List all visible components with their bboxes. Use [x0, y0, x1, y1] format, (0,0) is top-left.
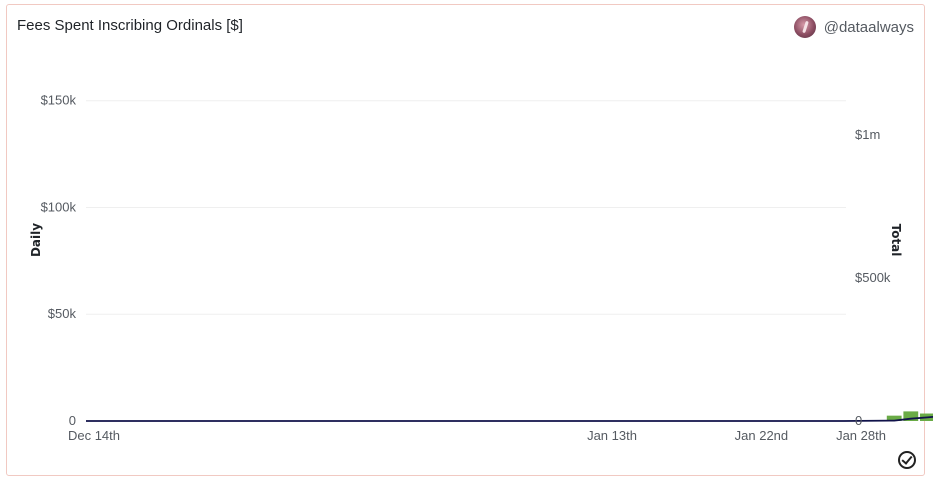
total-series-line — [86, 415, 933, 422]
y-axis-left: 0 $50k $100k $150k — [41, 93, 77, 428]
x-tick-label: Jan 22nd — [735, 428, 789, 443]
y-axis-left-title: Daily — [29, 223, 43, 257]
daily-bar — [903, 411, 919, 421]
chart-title: Fees Spent Inscribing Ordinals [$] — [17, 17, 243, 34]
y-axis-right-title: Total — [889, 224, 903, 257]
x-tick-label: Jan 28th — [836, 428, 886, 443]
author-link[interactable]: @dataalways — [793, 16, 914, 38]
y-axis-right: 0 $500k $1m — [855, 127, 891, 428]
x-tick-label: Dec 14th — [68, 428, 120, 443]
chart-card: Fees Spent Inscribing Ordinals [$] @data… — [6, 4, 925, 476]
y-left-tick-label: $50k — [48, 306, 77, 321]
daily-bar — [886, 415, 902, 421]
total-line — [86, 415, 933, 422]
y-left-tick-label: $100k — [41, 199, 77, 214]
author-handle: @dataalways — [823, 18, 914, 36]
avatar-icon — [793, 16, 816, 38]
y-left-tick-label: 0 — [69, 413, 76, 428]
y-right-tick-label: $1m — [855, 127, 880, 142]
grid-lines — [86, 100, 846, 422]
checkmark-circle-icon[interactable] — [898, 451, 916, 469]
y-right-tick-label: $500k — [855, 270, 891, 285]
y-right-tick-label: 0 — [855, 413, 862, 428]
y-left-tick-label: $150k — [41, 93, 77, 108]
x-tick-label: Jan 13th — [587, 428, 637, 443]
